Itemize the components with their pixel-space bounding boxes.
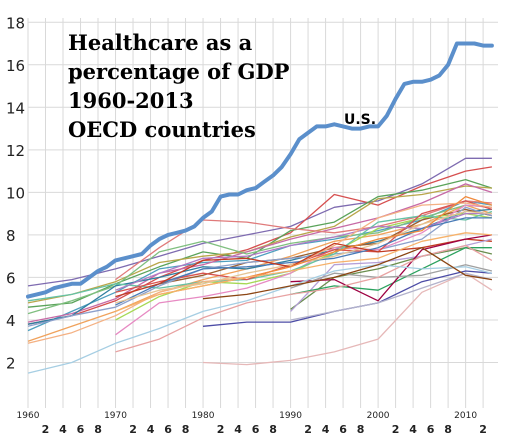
x-tick-label-1984: 4 (234, 423, 242, 436)
gridlines (27, 18, 498, 408)
us-series-line (26, 41, 494, 299)
series-line-22 (290, 247, 493, 310)
y-tick-label-18: 18 (6, 14, 25, 32)
series-line-32 (202, 272, 493, 366)
series-line-21 (115, 238, 492, 298)
y-tick-label-6: 6 (6, 269, 16, 287)
x-tick-label-1996: 6 (339, 423, 347, 436)
y-tick-label-2: 2 (6, 354, 16, 372)
series-line-34 (202, 247, 493, 300)
x-tick-label-1972: 2 (129, 423, 137, 436)
series-line-20 (115, 210, 492, 304)
series-line-2 (27, 166, 493, 325)
y-tick-label-4: 4 (6, 312, 16, 330)
title-line-4: OECD countries (68, 117, 256, 142)
series-line-17 (115, 212, 492, 291)
x-tick-label-1976: 6 (164, 423, 172, 436)
x-tick-label-1970: 1970 (104, 411, 127, 421)
x-tick-label-2012: 2 (479, 423, 487, 436)
x-tick-label-2004: 4 (409, 423, 417, 436)
series-line-31 (27, 264, 493, 374)
chart-title: Healthcare as a percentage of GDP 1960-2… (68, 30, 290, 142)
x-tick-label-1992: 2 (304, 423, 312, 436)
x-tick-label-1980: 1980 (192, 411, 215, 421)
series-line-16 (115, 200, 493, 293)
country-series (27, 157, 493, 374)
series-line-1 (27, 157, 492, 287)
series-line-28 (115, 232, 492, 313)
x-tick-label-1988: 8 (269, 423, 277, 436)
x-tick-label-2000: 2000 (367, 411, 390, 421)
series-line-15 (27, 210, 493, 302)
series-line-33 (290, 272, 493, 321)
title-line-3: 1960-2013 (68, 88, 194, 113)
x-tick-label-2006: 6 (427, 423, 435, 436)
y-axis-ticks: 2 4 6 8 10 12 14 16 18 (6, 14, 25, 372)
x-tick-label-2010: 2010 (454, 411, 477, 421)
x-tick-label-1998: 8 (357, 423, 365, 436)
series-line-23 (290, 238, 493, 312)
y-tick-label-8: 8 (6, 227, 16, 245)
x-tick-label-1964: 4 (59, 423, 67, 436)
series-line-5 (27, 185, 492, 304)
series-line-12 (27, 206, 493, 327)
us-series-label: U.S. (344, 112, 376, 128)
series-line-26 (290, 234, 493, 302)
y-tick-label-12: 12 (6, 142, 25, 160)
series-line-7 (27, 183, 493, 323)
series-line-30 (115, 244, 493, 353)
x-tick-label-1990: 1990 (279, 411, 302, 421)
us-series-group (26, 41, 494, 299)
x-tick-label-1994: 4 (322, 423, 330, 436)
x-tick-label-1978: 8 (182, 423, 190, 436)
x-tick-label-1974: 4 (147, 423, 155, 436)
x-tick-label-2008: 8 (444, 423, 452, 436)
x-tick-label-1962: 2 (42, 423, 50, 436)
series-line-27 (290, 264, 493, 289)
y-tick-label-14: 14 (6, 99, 25, 117)
y-tick-label-16: 16 (6, 57, 25, 75)
x-tick-label-1968: 8 (94, 423, 102, 436)
y-tick-label-10: 10 (6, 184, 25, 202)
x-tick-label-1986: 6 (252, 423, 260, 436)
series-line-9 (115, 200, 492, 281)
x-tick-label-1982: 2 (217, 423, 225, 436)
x-tick-label-2002: 2 (392, 423, 400, 436)
x-tick-label-1960: 1960 (17, 411, 40, 421)
title-line-1: Healthcare as a (68, 30, 253, 55)
x-tick-label-1966: 6 (77, 423, 85, 436)
series-line-8 (27, 204, 492, 315)
title-line-2: percentage of GDP (68, 59, 290, 84)
